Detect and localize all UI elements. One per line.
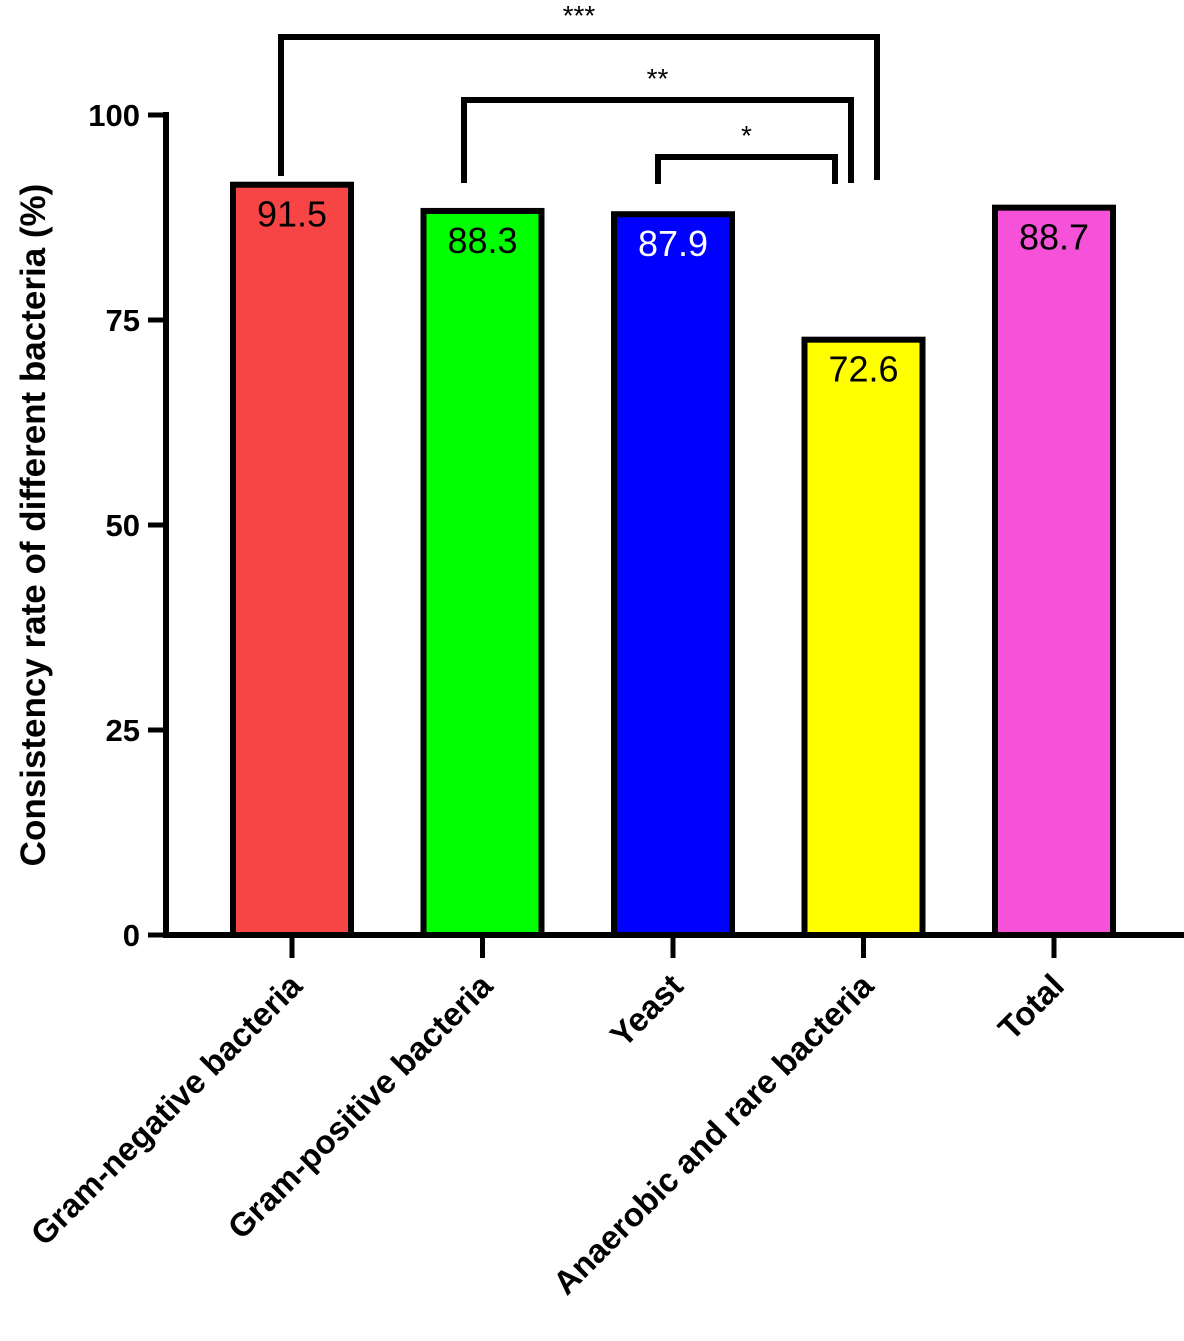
bars: 91.5 88.3 87.9 72.6 88.7 — [230, 181, 1116, 939]
significance-label: * — [741, 120, 752, 151]
bar-value-label: 88.3 — [447, 220, 517, 261]
y-tick-label: 0 — [123, 918, 140, 953]
x-tick-label: Anaerobic and rare bacteria — [546, 966, 881, 1301]
bar — [801, 336, 926, 938]
significance-label: *** — [563, 0, 596, 31]
bar-value-label: 87.9 — [638, 223, 708, 264]
significance-bracket — [461, 97, 854, 183]
y-ticks: 0 25 50 75 100 — [88, 98, 166, 953]
significance-bracket — [655, 154, 838, 184]
bar-value-label: 91.5 — [257, 194, 327, 235]
significance-label: ** — [647, 63, 669, 94]
bar — [992, 204, 1116, 939]
x-tick-label: Yeast — [603, 967, 690, 1054]
bar — [230, 181, 354, 938]
y-tick-label: 50 — [106, 508, 140, 543]
bar-value-label: 72.6 — [828, 349, 898, 390]
y-tick-label: 25 — [106, 713, 140, 748]
x-tick-label: Total — [991, 967, 1071, 1047]
y-axis-title: Consistency rate of different bacteria (… — [14, 184, 53, 867]
bar — [420, 207, 545, 938]
y-tick-label: 100 — [88, 98, 140, 133]
bar-value-label: 88.7 — [1019, 217, 1089, 258]
significance-bracket — [278, 34, 880, 180]
bar — [611, 211, 735, 939]
significance-brackets: ****** — [278, 0, 880, 184]
y-tick-label: 75 — [106, 303, 140, 338]
